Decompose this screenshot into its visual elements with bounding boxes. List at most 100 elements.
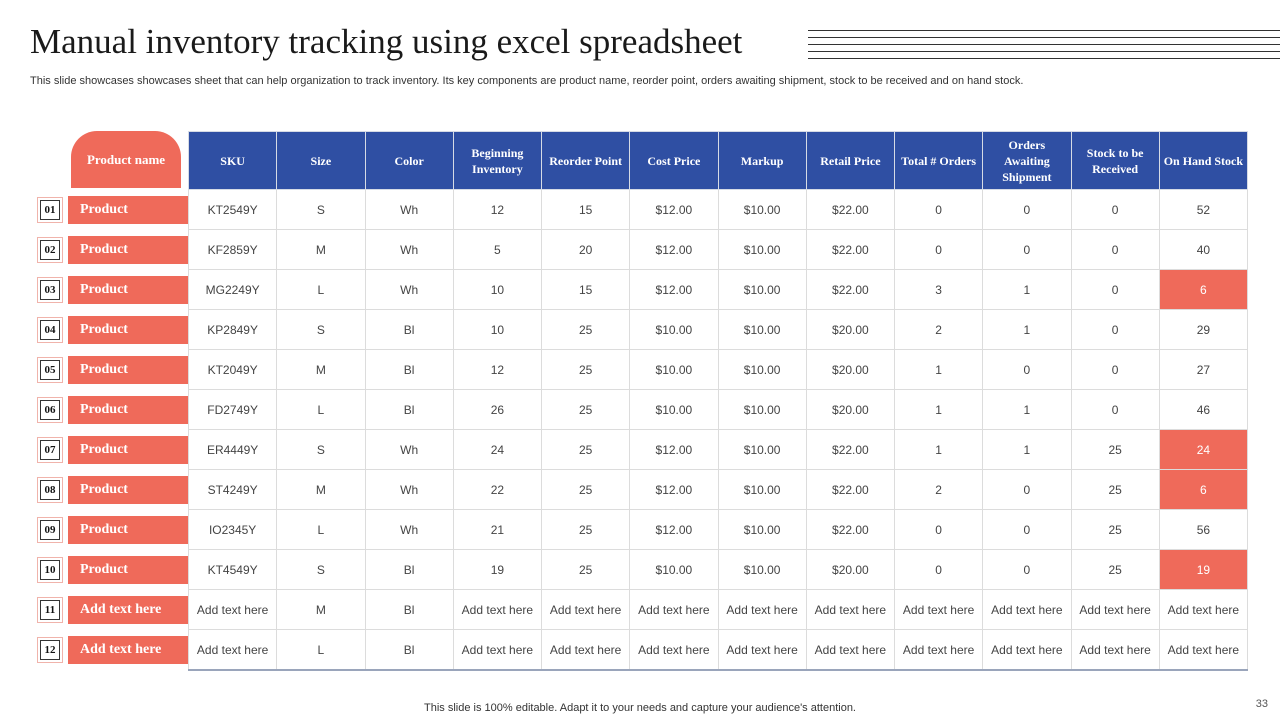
table-row: KT2549Y S Wh 12 15 $12.00 $10.00 $22.00 0 0 0 52 [187, 189, 1249, 230]
column-header: SKU [187, 131, 278, 190]
product-label: Product [68, 435, 188, 464]
table-cell: $12.00 [629, 469, 719, 510]
table-cell: 0 [1070, 309, 1160, 350]
table-cell: $20.00 [805, 549, 896, 590]
table-cell: 0 [982, 469, 1072, 510]
slide-subtitle: This slide showcases showcases sheet tha… [30, 75, 1024, 87]
table-cell: $10.00 [717, 229, 807, 270]
table-cell: $22.00 [805, 509, 896, 550]
table-cell: Add text here [982, 629, 1072, 671]
table-row: MG2249Y L Wh 10 15 $12.00 $10.00 $22.00 3 1 0 6 [187, 269, 1249, 310]
table-row: IO2345Y L Wh 21 25 $12.00 $10.00 $22.00 0 0 25 56 [187, 509, 1249, 550]
table-cell: M [276, 469, 366, 510]
table-cell: Wh [364, 469, 454, 510]
table-cell: 12 [452, 349, 543, 390]
row-number-badge: 12 [37, 636, 63, 663]
table-cell: 25 [540, 549, 631, 590]
table-cell: 6 [1158, 469, 1249, 510]
table-row: KF2859Y M Wh 5 20 $12.00 $10.00 $22.00 0 0 0 40 [187, 229, 1249, 270]
table-cell: Bl [364, 589, 454, 630]
row-number-badge: 10 [37, 556, 63, 583]
table-cell: Add text here [540, 629, 631, 671]
table-cell: $10.00 [717, 509, 807, 550]
table-cell: 3 [893, 269, 984, 310]
table-row: Add text here M Bl Add text here Add text he… [187, 589, 1249, 630]
product-label: Product [68, 515, 188, 544]
table-cell: Bl [364, 389, 454, 430]
row-number: 11 [40, 599, 60, 620]
table-cell: Add text here [1158, 589, 1249, 630]
table-cell: $22.00 [805, 429, 896, 470]
table-cell: 25 [540, 349, 631, 390]
table-cell: 25 [540, 389, 631, 430]
table-cell: 6 [1158, 269, 1249, 310]
table-cell: $12.00 [629, 269, 719, 310]
table-cell: Add text here [1070, 629, 1160, 671]
table-cell: 2 [893, 469, 984, 510]
table-cell: Wh [364, 229, 454, 270]
table-cell: 0 [1070, 189, 1160, 230]
table-cell: 1 [982, 309, 1072, 350]
row-number-badge: 08 [37, 476, 63, 503]
table-cell: Add text here [893, 589, 984, 630]
table-cell: 0 [982, 509, 1072, 550]
table-cell: 15 [540, 189, 631, 230]
table-cell: 0 [1070, 269, 1160, 310]
table-cell: Bl [364, 309, 454, 350]
table-cell: 12 [452, 189, 543, 230]
table-cell: 0 [1070, 349, 1160, 390]
row-number-badge: 11 [37, 596, 63, 623]
row-number: 04 [40, 319, 60, 340]
table-cell: $12.00 [629, 429, 719, 470]
table-cell: 24 [452, 429, 543, 470]
table-cell: Add text here [893, 629, 984, 671]
table-cell: $10.00 [717, 349, 807, 390]
table-row: ER4449Y S Wh 24 25 $12.00 $10.00 $22.00 1 1 25 24 [187, 429, 1249, 470]
table-cell: $10.00 [629, 309, 719, 350]
table-cell: S [276, 309, 366, 350]
table-cell: 19 [1158, 549, 1249, 590]
column-header: Retail Price [805, 131, 896, 190]
table-cell: Wh [364, 509, 454, 550]
table-cell: 0 [893, 229, 984, 270]
table-cell: 20 [540, 229, 631, 270]
product-label: Product [68, 315, 188, 344]
table-cell: Add text here [982, 589, 1072, 630]
column-header: Beginning Inventory [452, 131, 543, 190]
table-cell: Add text here [805, 629, 896, 671]
product-name-column: Product name 01 Product 02 Product 03 Product… [36, 130, 188, 670]
product-label: Product [68, 355, 188, 384]
table-cell: 25 [1070, 429, 1160, 470]
table-cell: ST4249Y [187, 469, 278, 510]
product-label: Product [68, 555, 188, 584]
table-cell: Add text here [717, 589, 807, 630]
table-row: KT2049Y M Bl 12 25 $10.00 $10.00 $20.00 1 0 0 27 [187, 349, 1249, 390]
product-label: Product [68, 195, 188, 224]
table-cell: M [276, 349, 366, 390]
row-number: 02 [40, 239, 60, 260]
table-cell: S [276, 549, 366, 590]
table-cell: $10.00 [629, 349, 719, 390]
table-cell: 52 [1158, 189, 1249, 230]
table-cell: M [276, 229, 366, 270]
column-header: Stock to be Received [1070, 131, 1160, 190]
table-cell: Add text here [1158, 629, 1249, 671]
table-cell: 27 [1158, 349, 1249, 390]
table-cell: $22.00 [805, 469, 896, 510]
product-label: Add text here [68, 635, 188, 664]
table-cell: 1 [893, 389, 984, 430]
table-cell: 21 [452, 509, 543, 550]
table-cell: $20.00 [805, 389, 896, 430]
table-cell: 0 [893, 549, 984, 590]
table-cell: IO2345Y [187, 509, 278, 550]
column-header: Reorder Point [540, 131, 631, 190]
table-cell: 46 [1158, 389, 1249, 430]
table-row: FD2749Y L Bl 26 25 $10.00 $10.00 $20.00 1 1 0 46 [187, 389, 1249, 430]
table-cell: $10.00 [629, 549, 719, 590]
table-cell: 2 [893, 309, 984, 350]
table-cell: 24 [1158, 429, 1249, 470]
table-cell: 0 [1070, 229, 1160, 270]
row-number: 09 [40, 519, 60, 540]
row-number: 12 [40, 639, 60, 660]
table-cell: 1 [982, 389, 1072, 430]
